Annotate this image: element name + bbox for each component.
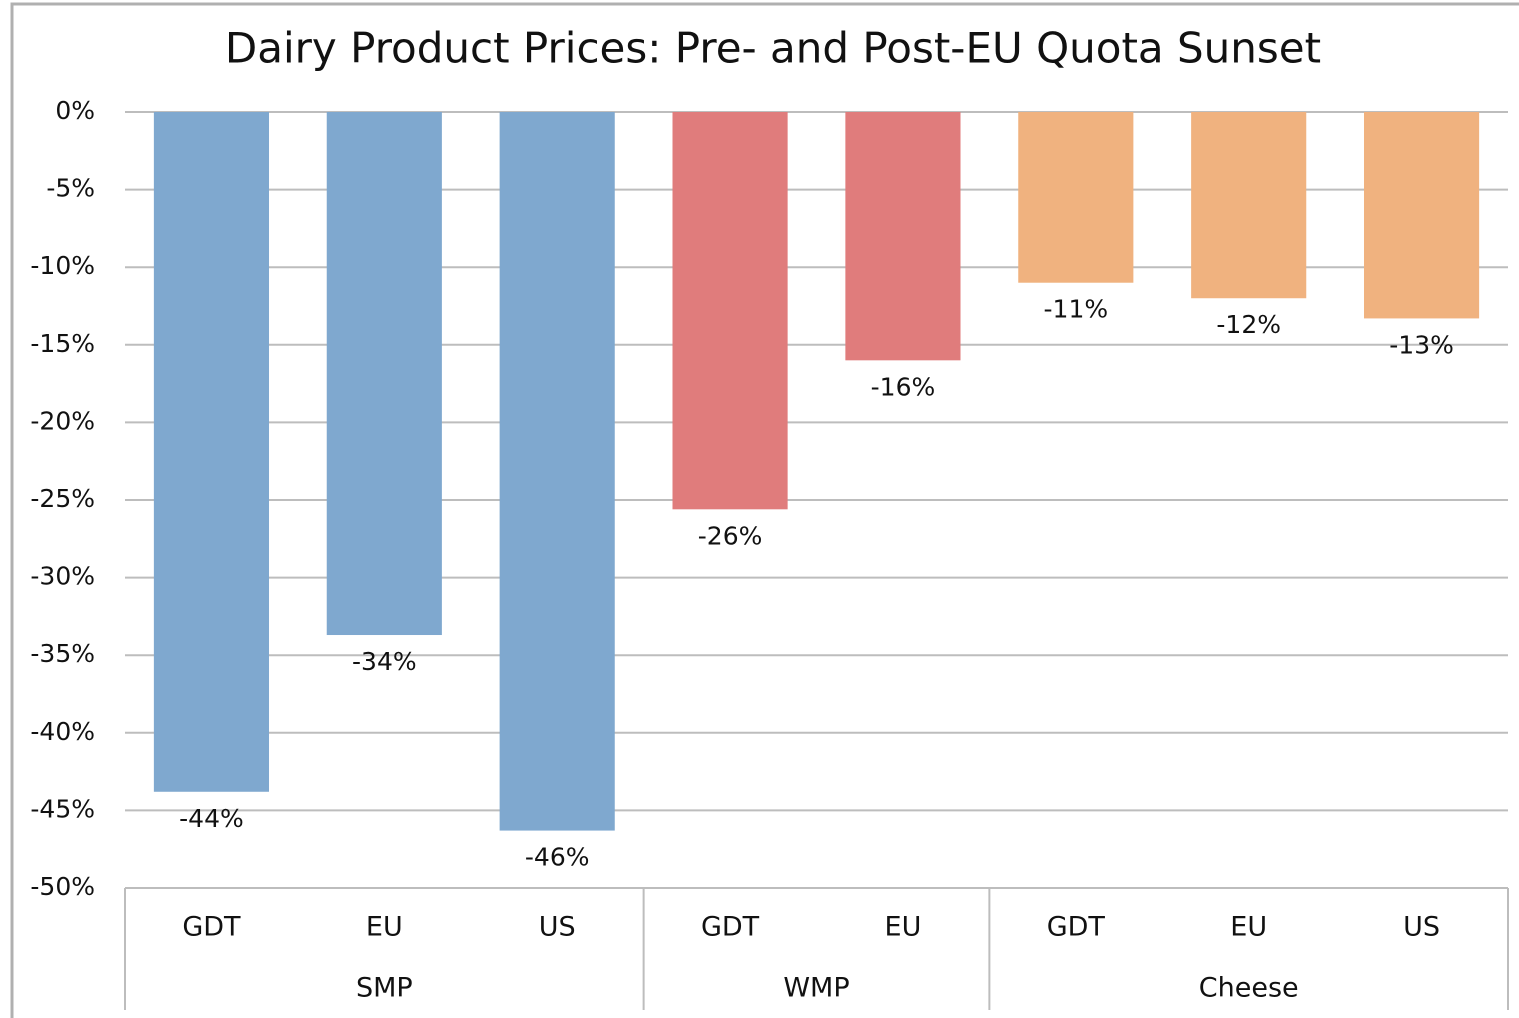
- y-tick-label: -20%: [30, 406, 95, 435]
- y-tick-label: -30%: [30, 562, 95, 591]
- x-tick-label: EU: [885, 912, 922, 943]
- bar: [499, 112, 615, 831]
- x-tick-label: EU: [1230, 912, 1267, 943]
- y-tick-label: -10%: [30, 251, 95, 280]
- value-label: -11%: [1044, 295, 1109, 324]
- bar: [1018, 112, 1134, 283]
- group-label: SMP: [356, 973, 413, 1004]
- bar: [1363, 112, 1480, 319]
- value-label: -12%: [1216, 310, 1281, 339]
- y-tick-label: -45%: [30, 794, 95, 823]
- y-tick-label: -5%: [46, 174, 95, 203]
- bar: [1191, 112, 1307, 299]
- x-tick-label: US: [1403, 912, 1440, 943]
- value-label: -46%: [525, 843, 590, 872]
- x-tick-label: GDT: [1047, 912, 1106, 943]
- y-tick-label: -50%: [30, 872, 95, 901]
- value-label: -44%: [179, 804, 244, 833]
- x-tick-label: EU: [366, 912, 403, 943]
- group-label: Cheese: [1199, 973, 1299, 1004]
- x-tick-label: US: [539, 912, 576, 943]
- bar: [153, 112, 270, 792]
- y-tick-label: -25%: [30, 484, 95, 513]
- x-tick-label: GDT: [182, 912, 241, 943]
- value-label: -16%: [871, 372, 936, 401]
- value-label: -34%: [352, 647, 417, 676]
- x-tick-label: GDT: [701, 912, 760, 943]
- value-label: -13%: [1389, 330, 1454, 359]
- y-tick-label: 0%: [55, 96, 95, 125]
- y-tick-label: -35%: [30, 639, 95, 668]
- y-tick-label: -40%: [30, 717, 95, 746]
- value-label: -26%: [698, 521, 763, 550]
- y-tick-label: -15%: [30, 329, 95, 358]
- chart-title: Dairy Product Prices: Pre- and Post-EU Q…: [225, 24, 1321, 73]
- bar: [672, 112, 788, 510]
- bar: [326, 112, 442, 636]
- group-label: WMP: [783, 973, 849, 1004]
- bar: [845, 112, 961, 361]
